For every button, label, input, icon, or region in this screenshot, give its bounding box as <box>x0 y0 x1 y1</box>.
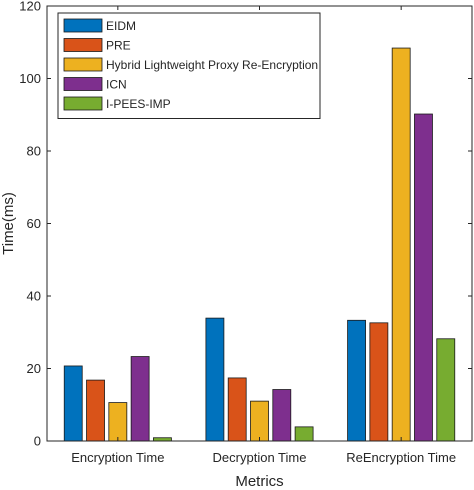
bar-pre-encryption-time <box>86 379 105 442</box>
legend-swatch <box>63 57 103 72</box>
legend-swatch <box>63 96 103 111</box>
x-tick-label: Decryption Time <box>213 450 307 465</box>
legend-label: Hybrid Lightweight Proxy Re-Encryption <box>106 58 318 72</box>
legend-label: EIDM <box>106 19 136 33</box>
y-axis: 0 20 40 60 80 100 120 <box>19 0 472 449</box>
y-tick-label: 100 <box>19 71 41 86</box>
bar-pre-decryption-time <box>227 377 247 442</box>
legend: EIDM PRE Hybrid Lightweight Proxy Re-Encry… <box>57 12 321 119</box>
bar-i-pees-imp-decryption-time <box>294 426 314 442</box>
bar-icn-decryption-time <box>272 389 292 442</box>
bar-eidm-decryption-time <box>205 317 225 442</box>
bars-layer <box>63 47 456 442</box>
y-tick-label: 20 <box>27 361 41 376</box>
y-tick-label: 0 <box>34 434 41 449</box>
legend-swatch <box>63 38 103 52</box>
y-axis-title: Time(ms) <box>0 192 17 255</box>
y-tick-label: 60 <box>27 216 41 231</box>
x-tick-label: ReEncryption Time <box>346 450 456 465</box>
legend-label: PRE <box>106 39 131 53</box>
bar-eidm-encryption-time <box>63 365 83 442</box>
y-tick-label: 80 <box>27 144 41 159</box>
legend-swatch <box>63 77 103 91</box>
x-tick-label: Encryption Time <box>71 450 164 465</box>
y-tick-label: 120 <box>19 0 41 14</box>
bar-icn-reencryption-time <box>414 113 433 442</box>
legend-label: I-PEES-IMP <box>106 97 171 111</box>
bar-pre-reencryption-time <box>369 322 389 442</box>
x-axis: Encryption Time Decryption Time ReEncrypti… <box>71 6 456 465</box>
legend-label: ICN <box>106 78 127 92</box>
legend-swatch <box>63 18 103 33</box>
y-tick-label: 40 <box>27 289 41 304</box>
bar-hybrid-lightweight-proxy-re-encryption-decryption-time <box>250 400 269 442</box>
bar-hybrid-lightweight-proxy-re-encryption-encryption-time <box>108 402 128 442</box>
bar-hybrid-lightweight-proxy-re-encryption-reencryption-time <box>391 47 411 442</box>
bar-eidm-reencryption-time <box>347 319 366 442</box>
x-axis-title: Metrics <box>235 473 283 490</box>
bar-icn-encryption-time <box>130 356 150 442</box>
bar-i-pees-imp-reencryption-time <box>436 338 456 442</box>
